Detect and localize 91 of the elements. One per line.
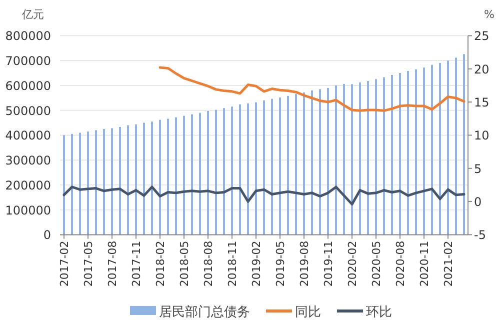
y2-axis-title: % xyxy=(484,8,494,21)
y2-tick-label: 15 xyxy=(474,96,490,110)
bar xyxy=(119,126,121,235)
legend-label: 环比 xyxy=(366,305,392,320)
bar xyxy=(135,124,137,235)
y-tick-label: 700000 xyxy=(5,54,51,68)
y-tick-label: 500000 xyxy=(5,104,51,118)
bar xyxy=(71,134,73,235)
bar xyxy=(351,84,353,235)
y2-tick-label: 10 xyxy=(474,128,490,143)
bar xyxy=(303,92,305,235)
bar xyxy=(255,102,257,235)
x-tick-label: 2019-08 xyxy=(298,240,311,287)
x-tick-label: 2017-08 xyxy=(106,240,119,287)
bar xyxy=(271,98,273,235)
bar xyxy=(111,128,113,235)
x-tick-label: 2018-02 xyxy=(154,240,167,287)
bar xyxy=(391,75,393,235)
y-tick-label: 300000 xyxy=(5,154,51,168)
bar xyxy=(287,96,289,235)
bar xyxy=(407,71,409,235)
y-axis-title: 亿元 xyxy=(21,8,44,21)
x-tick-label: 2018-08 xyxy=(202,240,215,287)
bar xyxy=(231,106,233,235)
bar xyxy=(239,104,241,235)
bar xyxy=(367,80,369,235)
bar xyxy=(311,90,313,235)
bar xyxy=(383,77,385,235)
bar xyxy=(159,120,161,235)
bar xyxy=(223,108,225,235)
legend-label: 居民部门总债务 xyxy=(159,304,250,320)
bar xyxy=(87,131,89,235)
y2-tick-label: 25 xyxy=(474,29,490,44)
bar xyxy=(143,122,145,235)
bar xyxy=(103,128,105,235)
bar xyxy=(415,69,417,235)
x-tick-label: 2018-05 xyxy=(178,240,191,287)
legend-label: 同比 xyxy=(295,305,321,320)
bar xyxy=(63,135,65,235)
x-tick-label: 2020-02 xyxy=(346,240,359,287)
bar xyxy=(439,63,441,235)
bar xyxy=(167,118,169,235)
bar xyxy=(127,125,129,235)
y-tick-label: 200000 xyxy=(5,178,51,192)
x-tick-label: 2017-05 xyxy=(82,240,95,287)
bar xyxy=(95,130,97,235)
bar xyxy=(327,88,329,235)
line-series xyxy=(158,66,466,112)
bar xyxy=(175,117,177,235)
bar xyxy=(79,132,81,235)
bar xyxy=(335,85,337,235)
bar xyxy=(207,111,209,235)
bar xyxy=(295,94,297,235)
x-tick-label: 2019-02 xyxy=(250,240,263,287)
bar xyxy=(463,54,465,235)
x-tick-label: 2019-05 xyxy=(274,240,287,287)
y-tick-label: 800000 xyxy=(5,29,51,44)
bar xyxy=(199,112,201,235)
bar xyxy=(423,68,425,235)
bar xyxy=(215,110,217,235)
y2-tick-label: 20 xyxy=(474,62,490,76)
bar xyxy=(151,122,153,235)
y-tick-label: 100000 xyxy=(5,203,51,218)
bar xyxy=(247,103,249,235)
y2-tick-label: -5 xyxy=(474,228,486,242)
y-tick-label: 600000 xyxy=(5,78,51,93)
bar xyxy=(431,64,433,235)
bar xyxy=(263,100,265,235)
bar xyxy=(447,60,449,235)
line-series xyxy=(62,186,466,206)
bar xyxy=(359,82,361,235)
bar xyxy=(455,58,457,235)
x-tick-label: 2020-08 xyxy=(394,240,407,287)
x-tick-label: 2020-05 xyxy=(370,240,383,287)
x-tick-label: 2018-11 xyxy=(226,240,239,287)
x-tick-label: 2019-11 xyxy=(322,240,335,287)
y-tick-label: 0 xyxy=(43,228,51,242)
y2-tick-label: 0 xyxy=(474,195,482,210)
bar xyxy=(343,84,345,235)
x-tick-label: 2017-11 xyxy=(130,240,143,287)
bar xyxy=(279,97,281,235)
y2-tick-label: 5 xyxy=(474,162,482,176)
x-tick-label: 2020-11 xyxy=(418,240,431,287)
y-tick-label: 400000 xyxy=(5,128,51,143)
bar xyxy=(183,116,185,235)
bar xyxy=(375,79,377,235)
bar xyxy=(399,73,401,235)
bar xyxy=(319,89,321,235)
bar xyxy=(191,114,193,235)
x-tick-label: 2021-02 xyxy=(442,240,455,287)
x-tick-label: 2017-02 xyxy=(58,240,71,287)
